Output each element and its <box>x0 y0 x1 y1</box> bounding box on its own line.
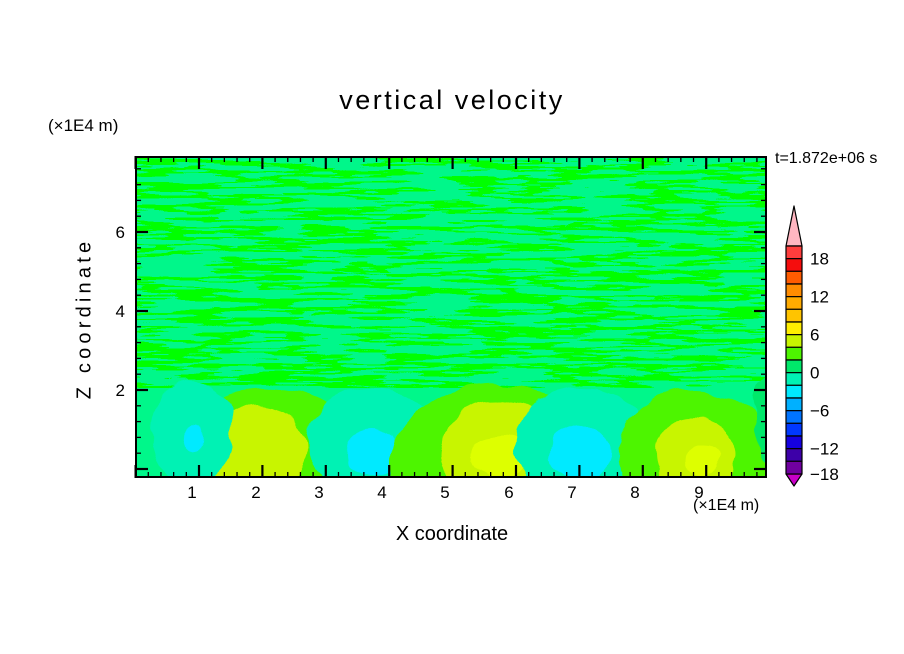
svg-text:−12: −12 <box>810 440 839 459</box>
svg-text:0: 0 <box>810 364 819 383</box>
svg-text:−18: −18 <box>810 465 839 484</box>
svg-text:−6: −6 <box>810 402 829 421</box>
svg-text:12: 12 <box>810 288 829 307</box>
svg-text:18: 18 <box>810 250 829 269</box>
svg-text:6: 6 <box>810 326 819 345</box>
